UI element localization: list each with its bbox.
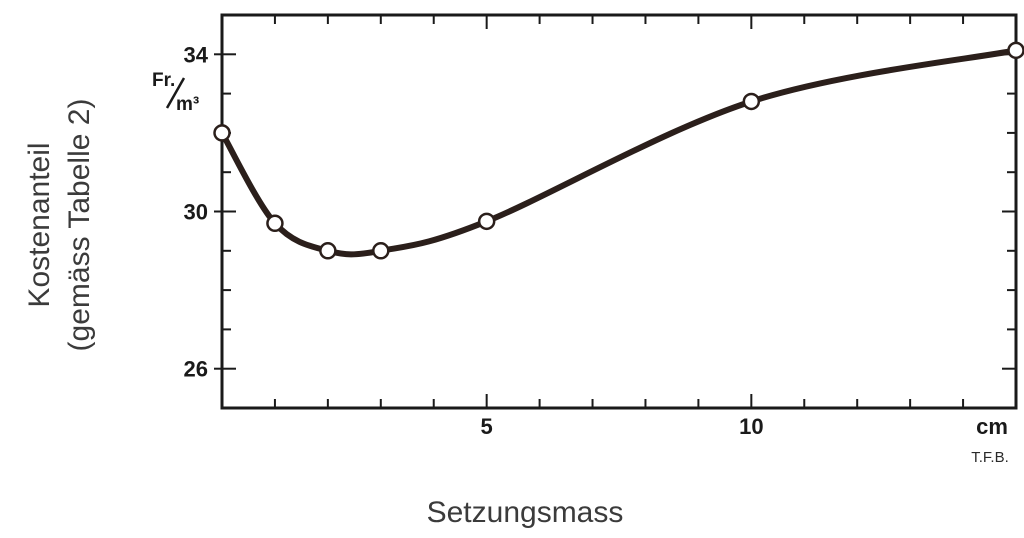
- minor-ticks: [214, 15, 1016, 408]
- series-line-group: [219, 47, 1019, 258]
- x-tick-label: 10: [739, 414, 763, 439]
- data-point: [477, 212, 496, 231]
- y-unit-numerator: Fr.: [152, 70, 175, 91]
- series-line: [219, 47, 1019, 258]
- y-axis-label: Kostenanteil (gemäss Tabelle 2): [20, 99, 100, 352]
- y-axis-label-wrap: Kostenanteil (gemäss Tabelle 2): [10, 0, 110, 538]
- data-point: [742, 92, 761, 111]
- x-unit-label: cm: [976, 414, 1008, 439]
- x-tick-labels: 5 10: [481, 414, 764, 439]
- data-point: [372, 242, 390, 260]
- y-axis-label-line1: Kostenanteil: [23, 142, 56, 308]
- data-point: [319, 242, 337, 260]
- y-tick-label: 30: [184, 200, 208, 225]
- y-tick-labels: 26 30 34: [184, 42, 209, 381]
- plot-frame: [220, 13, 1018, 410]
- x-axis-label: Setzungsmass: [426, 496, 624, 529]
- data-point: [1007, 41, 1024, 60]
- x-tick-label: 5: [481, 414, 493, 439]
- y-axis-label-line2: (gemäss Tabelle 2): [63, 98, 96, 352]
- y-unit-slash: [165, 77, 186, 109]
- data-point: [266, 214, 284, 233]
- y-tick-label: 26: [184, 357, 208, 382]
- data-point-markers: [213, 41, 1024, 260]
- data-point: [213, 124, 231, 142]
- y-tick-label: 34: [184, 42, 209, 67]
- y-unit-denominator: m³: [176, 94, 199, 115]
- source-note: T.F.B.: [971, 449, 1009, 466]
